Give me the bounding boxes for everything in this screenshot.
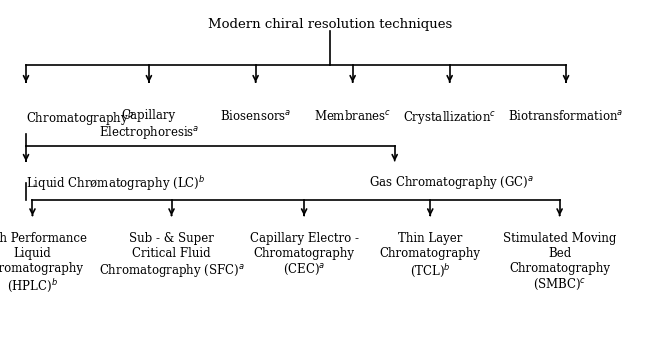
Text: Capillary Electro -
Chromatography
(CEC)$^a$: Capillary Electro - Chromatography (CEC)… bbox=[249, 232, 358, 277]
Text: Chromatography$^b$: Chromatography$^b$ bbox=[26, 109, 134, 128]
Text: Thin Layer
Chromatography
(TCL)$^b$: Thin Layer Chromatography (TCL)$^b$ bbox=[379, 232, 480, 279]
Text: Membranes$^c$: Membranes$^c$ bbox=[314, 109, 391, 123]
Text: Capillary
Electrophoresis$^a$: Capillary Electrophoresis$^a$ bbox=[98, 109, 199, 141]
Text: Stimulated Moving
Bed
Chromatography
(SMBC)$^c$: Stimulated Moving Bed Chromatography (SM… bbox=[503, 232, 616, 292]
Text: Modern chiral resolution techniques: Modern chiral resolution techniques bbox=[208, 18, 452, 31]
Text: Crystallization$^c$: Crystallization$^c$ bbox=[403, 109, 496, 126]
Text: Sub - & Super
Critical Fluid
Chromatography (SFC)$^a$: Sub - & Super Critical Fluid Chromatogra… bbox=[98, 232, 244, 279]
Text: Biosensors$^a$: Biosensors$^a$ bbox=[220, 109, 291, 123]
Text: Gas Chromatography (GC)$^a$: Gas Chromatography (GC)$^a$ bbox=[369, 174, 534, 191]
Text: High Performance
Liquid
Chromatography
(HPLC)$^b$: High Performance Liquid Chromatography (… bbox=[0, 232, 87, 294]
Text: Biotransformation$^a$: Biotransformation$^a$ bbox=[508, 109, 624, 123]
Text: Liquid Chrømatography (LC)$^b$: Liquid Chrømatography (LC)$^b$ bbox=[26, 174, 205, 193]
